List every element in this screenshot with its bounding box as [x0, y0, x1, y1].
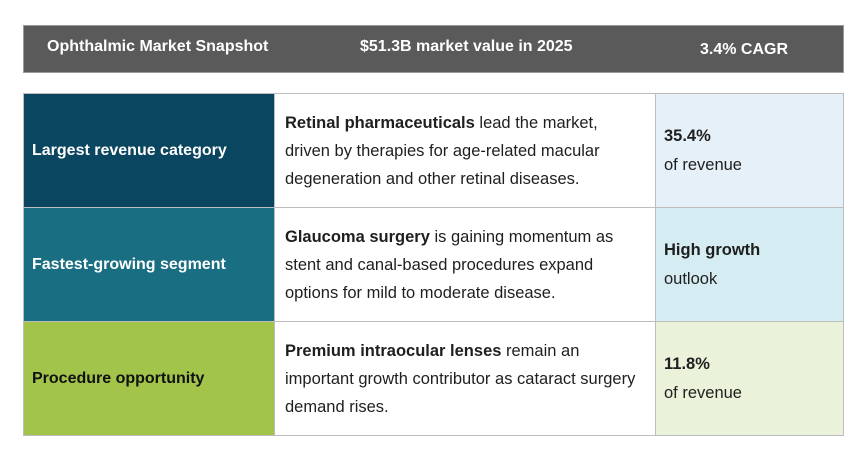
header-market-value: $51.3B market value in 2025 — [360, 38, 573, 55]
row-highlight: Premium intraocular lenses — [285, 341, 502, 360]
table-row: Largest revenue category Retinal pharmac… — [23, 93, 844, 208]
row-label: Procedure opportunity — [23, 321, 275, 436]
row-description-text: remain an important growth contributor a… — [285, 341, 636, 416]
row-label: Fastest-growing segment — [23, 207, 275, 322]
row-stat: 11.8% of revenue — [655, 321, 844, 436]
stat-caption: of revenue — [664, 155, 742, 174]
row-description: Glaucoma surgery is gaining momentum as … — [274, 207, 656, 322]
row-highlight: Glaucoma surgery — [285, 227, 430, 246]
row-stat: High growth outlook — [655, 207, 844, 322]
row-label: Largest revenue category — [23, 93, 275, 208]
row-description-text: lead the market, driven by therapies for… — [285, 113, 600, 188]
snapshot-header: Ophthalmic Market Snapshot $51.3B market… — [23, 25, 844, 73]
snapshot-table: Largest revenue category Retinal pharmac… — [23, 93, 844, 436]
stat-value: 35.4% — [664, 126, 711, 145]
stat-value: High growth — [664, 240, 761, 259]
table-row: Fastest-growing segment Glaucoma surgery… — [23, 207, 844, 322]
header-cagr: 3.4% CAGR — [700, 41, 789, 58]
header-title: Ophthalmic Market Snapshot — [47, 38, 269, 55]
stat-caption: of revenue — [664, 383, 742, 402]
stat-caption: outlook — [664, 269, 718, 288]
row-description: Premium intraocular lenses remain an imp… — [274, 321, 656, 436]
table-row: Procedure opportunity Premium intraocula… — [23, 321, 844, 436]
row-description-text: is gaining momentum as stent and canal-b… — [285, 227, 614, 302]
stat-value: 11.8% — [664, 354, 710, 373]
row-stat: 35.4% of revenue — [655, 93, 844, 208]
row-highlight: Retinal pharmaceuticals — [285, 113, 475, 132]
row-description: Retinal pharmaceuticals lead the market,… — [274, 93, 656, 208]
